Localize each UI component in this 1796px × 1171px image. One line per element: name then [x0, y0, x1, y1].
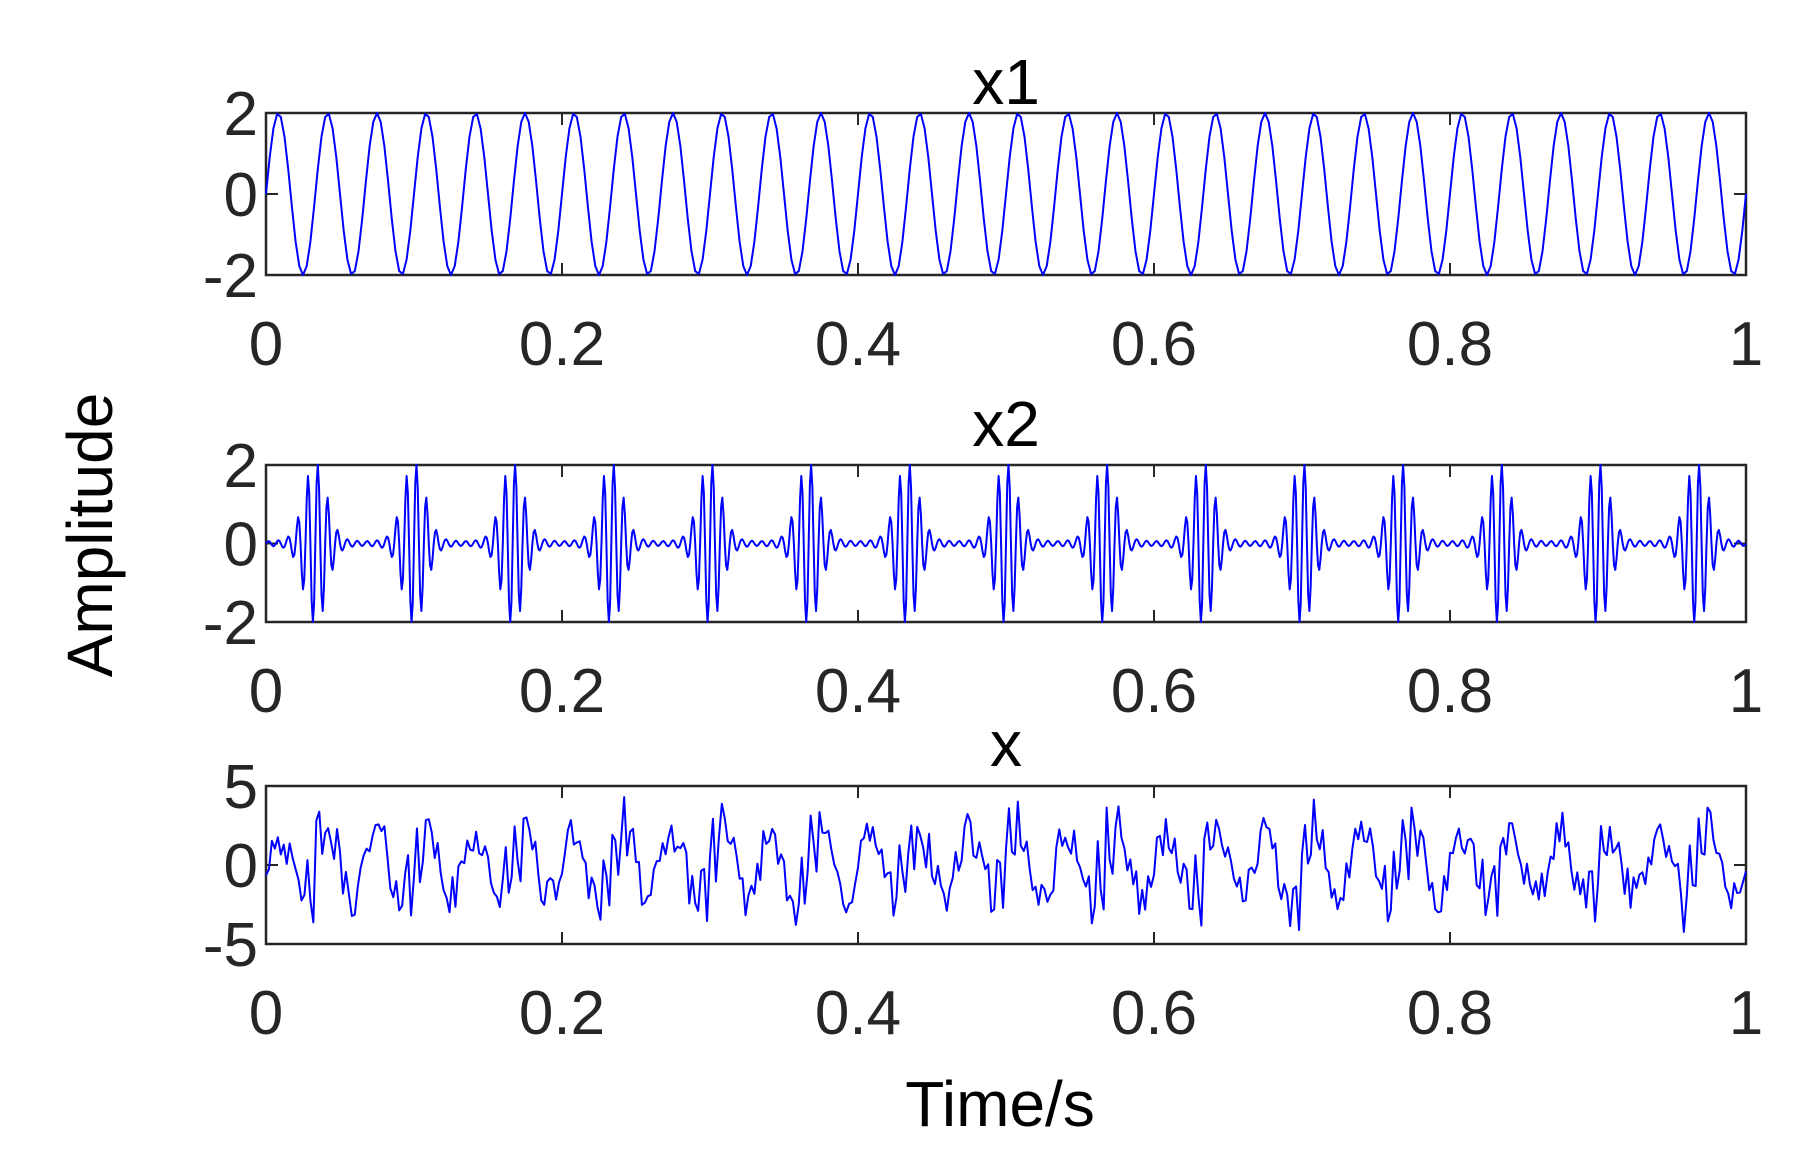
panel-x1-xtick-label: 0	[249, 310, 283, 379]
panel-x1-xtick-label: 0.2	[519, 310, 605, 379]
panel-x2-xtick-label: 1	[1729, 657, 1763, 726]
panel-x2-ytick-label: -2	[203, 589, 258, 658]
panel-x2-marks: 0 0.2 0.4 0.6 0.8 120-2	[203, 432, 1763, 726]
panel-x2-signal-line	[265, 464, 1747, 623]
panel-x-signal-line	[265, 796, 1747, 933]
panel-x: x 0 0.2 0.4 0.6 0.8 150-5	[203, 708, 1763, 1048]
panel-x-title: x	[990, 708, 1022, 780]
panel-x2-ytick-label: 0	[224, 511, 258, 580]
panel-x-xtick-label: 0.8	[1407, 979, 1493, 1048]
panel-x1-xtick-label: 0.4	[815, 310, 901, 379]
panel-x-ytick-label: 0	[224, 832, 258, 901]
panel-x2-xtick-label: 0.8	[1407, 657, 1493, 726]
panel-x1-marks: 0 0.2 0.4 0.6 0.8 120-2	[203, 80, 1763, 379]
panel-x2-xtick-label: 0.6	[1111, 657, 1197, 726]
panel-x2-ytick-label: 2	[224, 432, 258, 501]
panel-x-ytick-label: 5	[224, 753, 258, 822]
panel-x1-signal-line	[265, 112, 1747, 276]
panel-x2-xtick-label: 0.2	[519, 657, 605, 726]
panel-x2-title: x2	[972, 388, 1040, 460]
panel-x1-ytick-label: 0	[224, 161, 258, 230]
panel-x1-ytick-label: -2	[203, 242, 258, 311]
panel-x-ytick-label: -5	[203, 911, 258, 980]
panel-x-xtick-label: 0.6	[1111, 979, 1197, 1048]
panel-x2: x2 0 0.2 0.4 0.6 0.8 120-2	[203, 388, 1763, 726]
panel-x-xtick-label: 0	[249, 979, 283, 1048]
panel-x1-title: x1	[972, 46, 1040, 118]
panel-x-xtick-label: 0.2	[519, 979, 605, 1048]
panel-x1-xtick-label: 1	[1729, 310, 1763, 379]
panel-x1-xtick-label: 0.6	[1111, 310, 1197, 379]
panel-x-marks: 0 0.2 0.4 0.6 0.8 150-5	[203, 753, 1763, 1048]
panel-x1-ytick-label: 2	[224, 80, 258, 149]
panel-x2-xtick-label: 0.4	[815, 657, 901, 726]
panel-x1: x1 0 0.2 0.4 0.6 0.8 120-2	[203, 46, 1763, 379]
panel-x-xtick-label: 0.4	[815, 979, 901, 1048]
panel-x-xtick-label: 1	[1729, 979, 1763, 1048]
x-axis-label: Time/s	[905, 1068, 1095, 1140]
panel-x2-xtick-label: 0	[249, 657, 283, 726]
panel-x1-xtick-label: 0.8	[1407, 310, 1493, 379]
y-axis-label: Amplitude	[54, 393, 126, 678]
